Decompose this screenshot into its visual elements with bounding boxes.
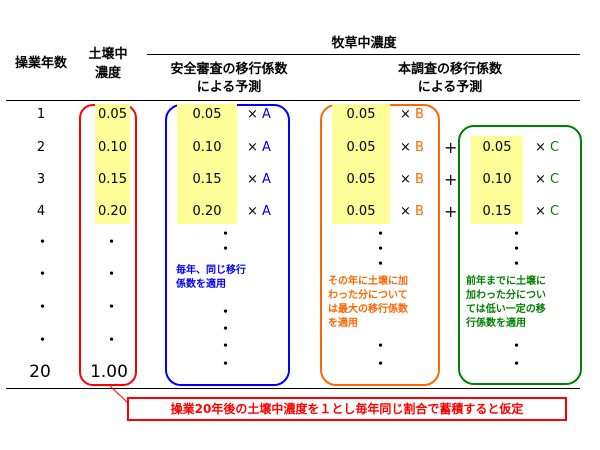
- ellipsis-dot: ・: [105, 235, 119, 250]
- header-rule: [6, 100, 580, 101]
- b-mult: × B: [400, 140, 424, 155]
- b-cell: 0.05: [346, 107, 376, 122]
- ellipsis-dot: ・: [105, 300, 119, 315]
- pasture-underline: [147, 54, 580, 55]
- header-years: 操業年数: [14, 56, 67, 71]
- ellipsis-dot: ・: [36, 300, 50, 315]
- ellipsis-dot: ・: [219, 227, 233, 242]
- safety-mult: × A: [247, 140, 271, 155]
- year-cell: 1: [36, 107, 46, 122]
- year-cell-last: 20: [29, 362, 51, 382]
- ellipsis-dot: ・: [510, 227, 524, 242]
- c-group-box: [458, 125, 582, 385]
- year-cell: 4: [36, 204, 46, 219]
- bottom-rule: [6, 388, 580, 389]
- header-safety-2: による予測: [196, 80, 262, 95]
- ellipsis-dot: ・: [510, 357, 524, 372]
- soil-highlight: [95, 104, 130, 224]
- soil-cell: 0.15: [98, 172, 127, 187]
- soil-cell-last: 1.00: [90, 362, 128, 382]
- c-mult: × C: [535, 204, 560, 219]
- ellipsis-dot: ・: [510, 339, 524, 354]
- b-cell: 0.05: [346, 172, 376, 187]
- plus-sign: +: [444, 170, 458, 189]
- ellipsis-dot: ・: [219, 305, 233, 320]
- year-cell: 3: [36, 172, 46, 187]
- ellipsis-dot: ・: [36, 267, 50, 282]
- b-cell: 0.05: [346, 140, 376, 155]
- ellipsis-dot: ・: [510, 257, 524, 272]
- a-note: 毎年、同じ移行 係数を適用: [176, 265, 246, 290]
- header-main-1: 本調査の移行係数: [397, 62, 502, 77]
- ellipsis-dot: ・: [219, 339, 233, 354]
- header-soil-2: 濃度: [94, 66, 121, 81]
- safety-mult: × A: [247, 204, 271, 219]
- plus-sign: +: [444, 138, 458, 157]
- safety-mult: × A: [247, 107, 271, 122]
- ellipsis-dot: ・: [36, 333, 50, 348]
- ellipsis-dot: ・: [374, 242, 388, 257]
- header-main-2: による予測: [417, 80, 483, 95]
- c-note: 前年までに土壌に 加わった分につい ては低い一定の移 行係数を適用: [466, 276, 546, 329]
- ellipsis-dot: ・: [510, 242, 524, 257]
- ellipsis-dot: ・: [105, 333, 119, 348]
- safety-cell: 0.05: [192, 107, 222, 122]
- c-mult: × C: [535, 172, 560, 187]
- soil-cell: 0.05: [98, 107, 127, 122]
- callout-box: 操業20年後の土壌中濃度を１とし毎年同じ割合で蓄積すると仮定: [127, 397, 567, 421]
- ellipsis-dot: ・: [374, 357, 388, 372]
- ellipsis-dot: ・: [36, 235, 50, 250]
- ellipsis-dot: ・: [374, 257, 388, 272]
- safety-cell: 0.15: [192, 172, 222, 187]
- soil-cell: 0.20: [98, 204, 127, 219]
- header-pasture: 牧草中濃度: [331, 36, 397, 51]
- safety-highlight: [177, 104, 237, 224]
- ellipsis-dot: ・: [374, 227, 388, 242]
- header-soil-1: 土壌中: [88, 47, 128, 62]
- c-highlight: [471, 136, 523, 224]
- ellipsis-dot: ・: [219, 357, 233, 372]
- c-mult: × C: [535, 140, 560, 155]
- ellipsis-dot: ・: [374, 339, 388, 354]
- callout-text: 操業20年後の土壌中濃度を１とし毎年同じ割合で蓄積すると仮定: [170, 402, 524, 416]
- ellipsis-dot: ・: [105, 267, 119, 282]
- c-cell: 0.05: [482, 140, 512, 155]
- ellipsis-dot: ・: [219, 242, 233, 257]
- b-highlight: [332, 104, 390, 224]
- b-cell: 0.05: [346, 204, 376, 219]
- b-mult: × B: [400, 204, 424, 219]
- c-cell: 0.10: [482, 172, 512, 187]
- soil-cell: 0.10: [98, 140, 127, 155]
- c-cell: 0.15: [482, 204, 512, 219]
- b-mult: × B: [400, 107, 424, 122]
- safety-cell: 0.20: [192, 204, 222, 219]
- ellipsis-dot: ・: [219, 322, 233, 337]
- b-mult: × B: [400, 172, 424, 187]
- year-cell: 2: [36, 140, 46, 155]
- plus-sign: +: [444, 202, 458, 221]
- safety-cell: 0.10: [192, 140, 222, 155]
- header-safety-1: 安全審査の移行係数: [170, 62, 288, 77]
- safety-mult: × A: [247, 172, 271, 187]
- b-note: その年に土壌に加 わった分について は最大の移行係数 を適用: [328, 276, 408, 329]
